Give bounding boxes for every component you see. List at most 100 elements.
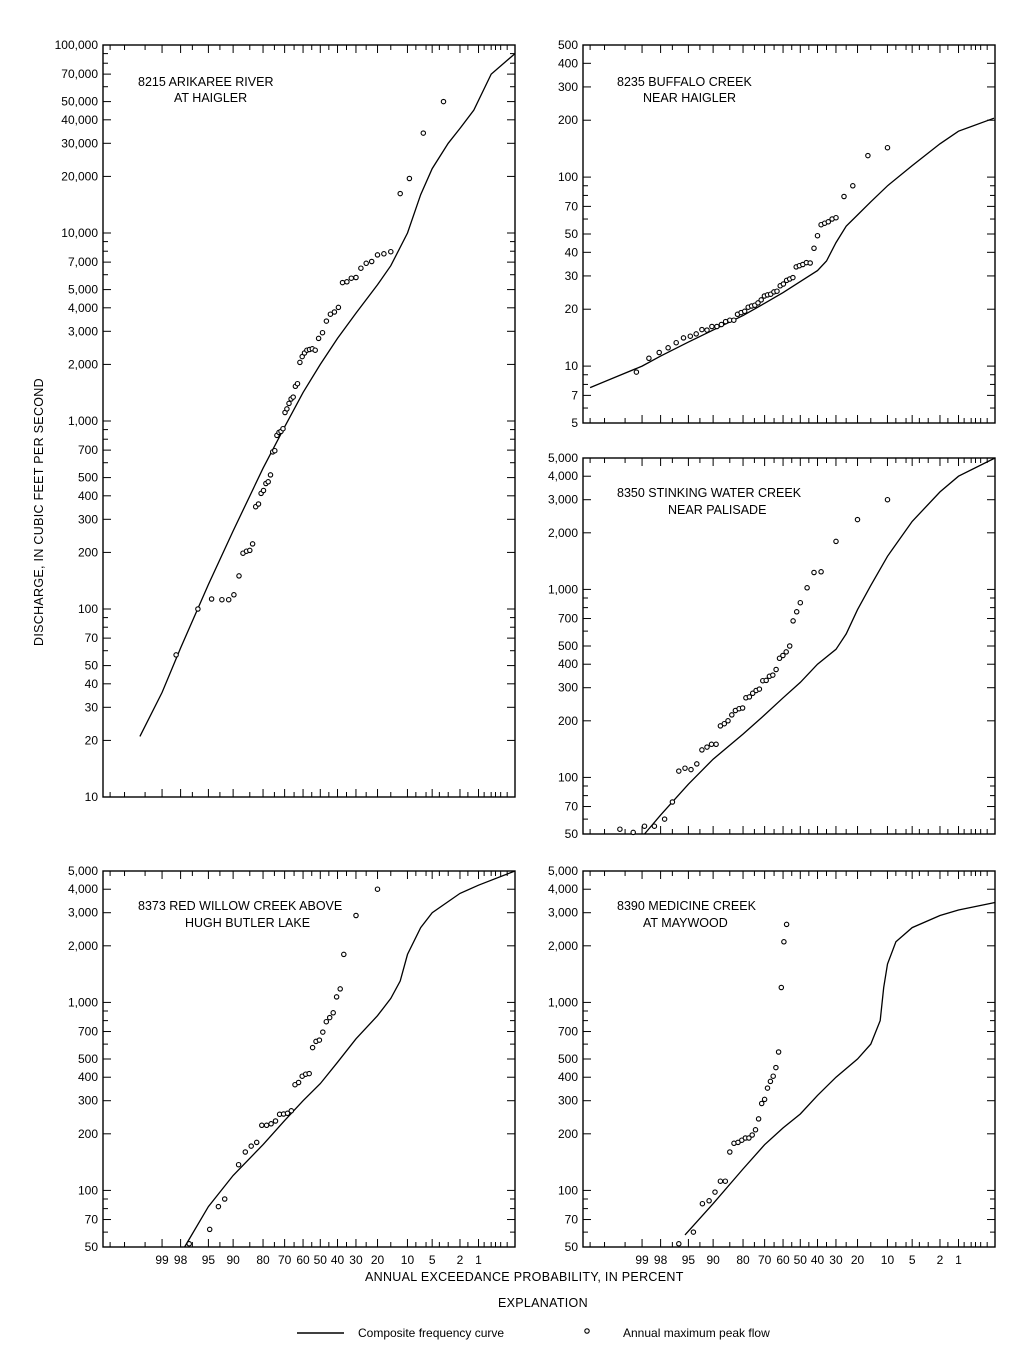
panel-subtitle: NEAR HAIGLER — [643, 91, 736, 105]
peak-flow-point — [776, 655, 783, 662]
x-tick-label: 10 — [881, 1253, 895, 1267]
peak-flow-point — [335, 304, 342, 311]
peak-flow-point — [833, 214, 839, 221]
peak-flow-point — [773, 666, 779, 673]
peak-flow-point — [323, 1018, 330, 1025]
y-tick-label: 50 — [565, 227, 579, 241]
peak-flow-point — [646, 355, 652, 362]
peak-flow-point — [841, 193, 847, 200]
peak-flow-point — [811, 569, 817, 576]
peak-flow-point — [714, 323, 720, 330]
y-tick-label: 5,000 — [68, 283, 98, 297]
y-tick-label: 40,000 — [61, 113, 98, 127]
x-tick-label: 98 — [654, 1253, 668, 1267]
peak-flow-point — [746, 1135, 752, 1141]
frequency-curve — [139, 53, 516, 737]
peak-flow-point — [337, 986, 343, 992]
y-tick-label: 400 — [78, 1070, 98, 1084]
peak-flow-point — [330, 1010, 336, 1016]
peak-flow-point — [673, 339, 679, 346]
y-tick-label: 2,000 — [548, 939, 578, 953]
peak-flow-point — [253, 1139, 260, 1146]
axis-ticks: 10 20 30 40 50 70 100 200 300 400 500 700 1,000 2,000… — [55, 38, 515, 804]
peak-flow-point — [699, 747, 705, 753]
peak-flow-point — [630, 829, 636, 836]
y-tick-label: 500 — [558, 1052, 578, 1066]
peak-flow-point — [641, 823, 648, 829]
peak-flow-point — [249, 541, 256, 547]
x-tick-label: 70 — [278, 1253, 292, 1267]
x-tick-label: 70 — [758, 1253, 772, 1267]
peak-flow-point — [306, 1070, 312, 1077]
y-tick-label: 50 — [85, 1240, 99, 1254]
peak-flow-point — [676, 1241, 682, 1247]
peak-flow-point — [242, 1149, 249, 1155]
y-tick-label: 200 — [558, 714, 578, 728]
x-tick-label: 99 — [155, 1253, 169, 1267]
panel-title: 8390 MEDICINE CREEK — [617, 899, 757, 913]
y-tick-label: 30 — [85, 700, 99, 714]
peak-flow-point — [339, 279, 346, 286]
peak-flow-point — [773, 1064, 779, 1071]
peak-flow-point — [706, 1198, 712, 1204]
peak-flow-point — [761, 1096, 768, 1103]
y-tick-label: 400 — [558, 56, 578, 70]
peak-flow-point — [388, 248, 394, 255]
y-tick-label: 2,000 — [548, 526, 578, 540]
y-tick-label: 40 — [85, 677, 99, 691]
peak-flow-point — [770, 672, 776, 678]
peak-flow-point — [208, 596, 215, 602]
y-tick-label: 1,000 — [548, 995, 578, 1009]
peak-flow-point — [721, 720, 728, 727]
y-tick-label: 300 — [78, 1094, 98, 1108]
peak-flow-point — [320, 1029, 326, 1035]
x-tick-label: 60 — [776, 1253, 790, 1267]
peak-flow-point — [397, 190, 403, 197]
y-tick-label: 500 — [78, 1052, 98, 1066]
y-tick-label: 500 — [558, 38, 578, 52]
peak-flow-point — [693, 331, 699, 337]
y-tick-label: 3,000 — [548, 906, 578, 920]
series — [184, 870, 516, 1248]
peak-flow-point — [708, 741, 715, 748]
y-tick-label: 2,000 — [68, 939, 98, 953]
y-tick-label: 300 — [558, 80, 578, 94]
peak-flow-point — [780, 652, 786, 659]
peak-flow-point — [206, 1226, 213, 1233]
peak-flow-point — [286, 400, 292, 407]
x-tick-label: 5 — [909, 1253, 916, 1267]
legend-point-swatch — [584, 1328, 590, 1334]
y-tick-label: 10 — [565, 359, 579, 373]
y-tick-label: 300 — [558, 1094, 578, 1108]
peak-flow-point — [406, 175, 413, 182]
peak-flow-point — [699, 1200, 706, 1207]
peak-flow-point — [854, 516, 861, 523]
peak-flow-point — [884, 144, 891, 151]
peak-flow-point — [725, 718, 731, 724]
y-tick-label: 20,000 — [61, 169, 98, 183]
y-tick-label: 100,000 — [55, 38, 99, 52]
x-tick-label: 95 — [682, 1253, 696, 1267]
peak-flow-point — [374, 252, 381, 258]
peak-flow-point — [327, 311, 334, 317]
peak-flow-point — [755, 300, 761, 306]
peak-flow-point — [374, 886, 381, 892]
x-tick-label: 99 — [635, 1253, 649, 1267]
x-tick-label: 50 — [794, 1253, 808, 1267]
peak-flow-point — [263, 1122, 270, 1129]
x-tick-label: 20 — [851, 1253, 865, 1267]
y-tick-label: 50 — [85, 659, 99, 673]
peak-flow-point — [690, 1229, 697, 1235]
peak-flow-point — [186, 1241, 192, 1247]
y-axis-title: DISCHARGE, IN CUBIC FEET PER SECOND — [32, 378, 46, 646]
x-tick-label: 95 — [202, 1253, 216, 1267]
legend-title: EXPLANATION — [498, 1296, 588, 1310]
x-tick-label: 80 — [736, 1253, 750, 1267]
y-tick-label: 400 — [78, 489, 98, 503]
x-tick-label: 60 — [296, 1253, 310, 1267]
peak-flow-point — [680, 335, 687, 341]
peak-flow-point — [780, 281, 787, 287]
x-tick-label: 50 — [314, 1253, 328, 1267]
panel-stinking-water-creek: 50 70 100 200 300 400 500 700 1,000 2,000 3,000 4,0… — [548, 451, 996, 841]
y-tick-label: 7 — [571, 388, 578, 402]
